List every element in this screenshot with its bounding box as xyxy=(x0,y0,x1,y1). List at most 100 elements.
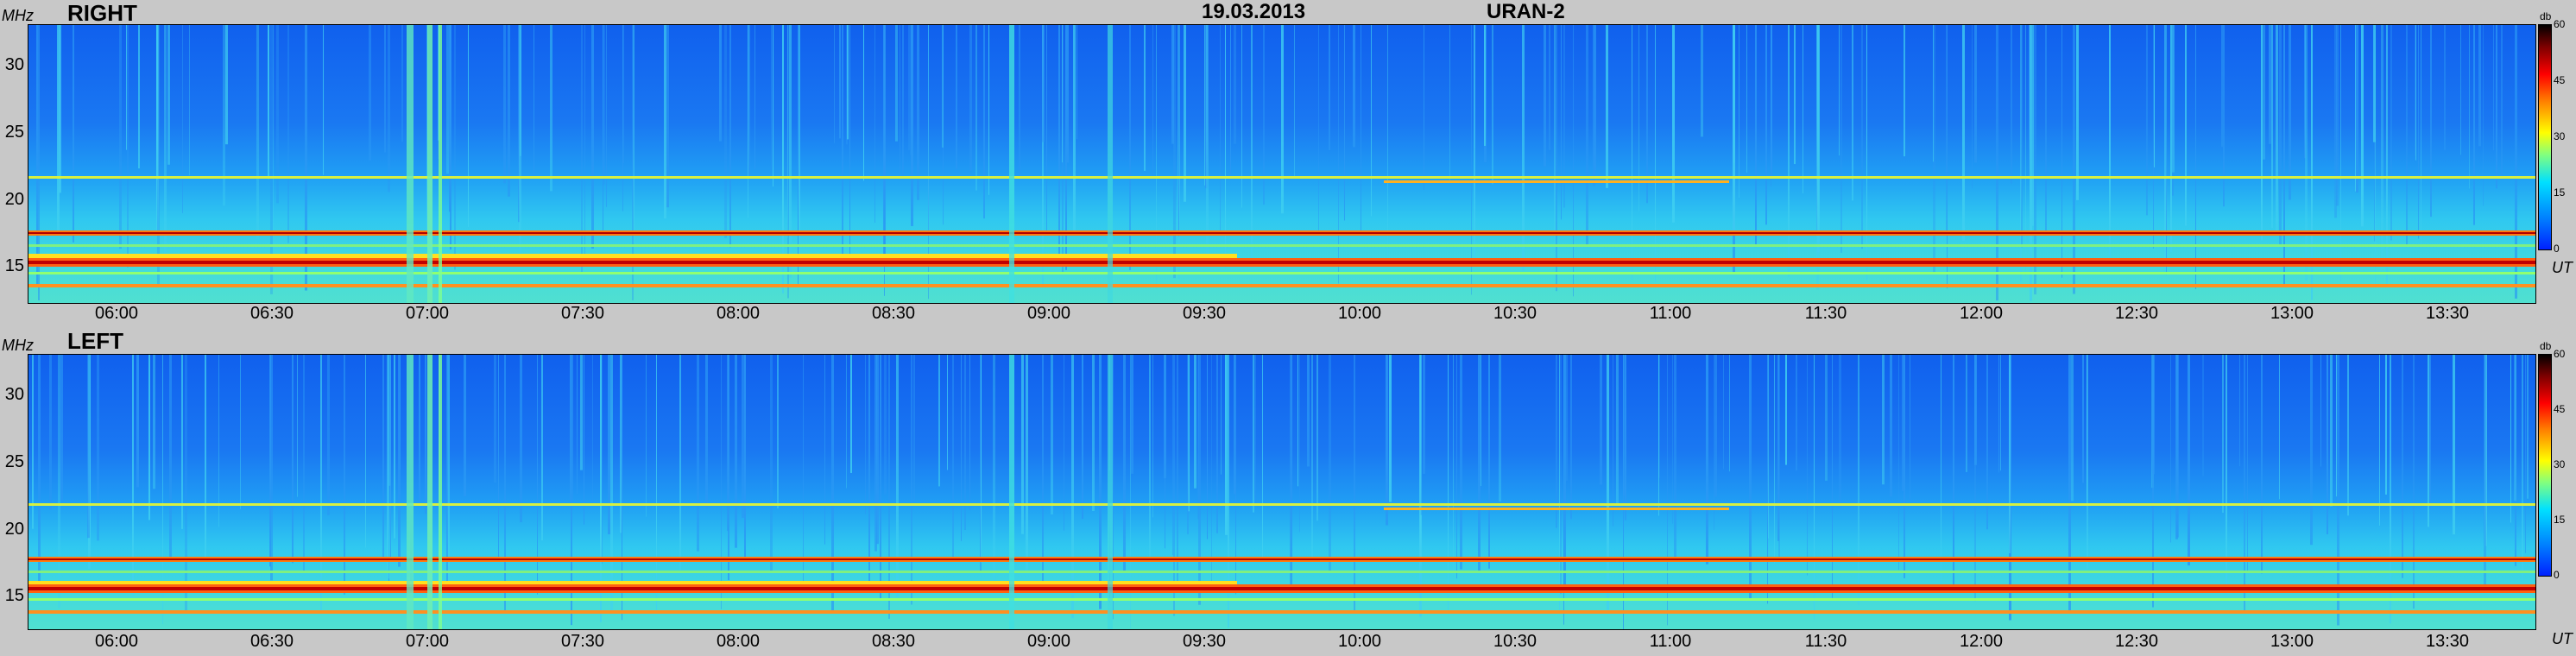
interference-streak xyxy=(1492,25,1493,185)
xtick-top-0700: 07:00 xyxy=(405,304,450,323)
interference-streak xyxy=(1131,355,1133,474)
interference-streak xyxy=(181,355,183,529)
interference-streak xyxy=(2385,355,2387,495)
interference-streak xyxy=(1852,25,1853,201)
spectrogram-left-svg xyxy=(28,355,2535,629)
interference-streak xyxy=(1832,355,1833,598)
interference-streak xyxy=(1522,25,1525,271)
xtick-bottom-1300: 13:00 xyxy=(2270,632,2314,651)
interference-streak xyxy=(842,25,843,266)
interference-streak xyxy=(2484,355,2486,589)
interference-streak xyxy=(2032,25,2034,226)
interference-streak xyxy=(2000,355,2001,471)
interference-streak xyxy=(320,355,322,612)
interference-streak xyxy=(169,355,172,562)
interference-streak xyxy=(1225,355,1228,535)
xtick-top-1300: 13:00 xyxy=(2270,304,2314,323)
interference-streak xyxy=(2311,25,2313,300)
interference-streak xyxy=(1297,355,1298,487)
interference-streak xyxy=(1389,355,1392,502)
interference-streak xyxy=(2515,25,2517,299)
interference-streak xyxy=(1099,355,1102,609)
spectrogram-left xyxy=(28,354,2536,630)
interference-streak xyxy=(1152,355,1153,518)
interference-streak xyxy=(1733,25,1735,235)
ytick-bottom-20: 20 xyxy=(4,520,24,539)
interference-streak xyxy=(1207,355,1208,539)
interference-streak xyxy=(1785,355,1787,465)
interference-streak xyxy=(2305,25,2308,281)
xtick-top-1100: 11:00 xyxy=(1649,304,1692,323)
interference-streak xyxy=(961,355,962,541)
interference-streak xyxy=(1768,355,1769,539)
xtick-bottom-0900: 09:00 xyxy=(1026,632,1071,651)
interference-streak xyxy=(884,355,887,495)
interference-streak xyxy=(287,25,289,243)
interference-streak xyxy=(59,25,61,193)
interference-streak xyxy=(943,25,944,225)
interference-streak xyxy=(2493,25,2494,151)
interference-streak xyxy=(1171,25,1174,144)
interference-streak xyxy=(2501,25,2503,175)
xtick-top-0830: 08:30 xyxy=(871,304,916,323)
interference-streak xyxy=(269,355,271,567)
interference-streak xyxy=(2413,355,2415,609)
interference-streak xyxy=(1974,355,1977,465)
interference-streak xyxy=(705,355,708,508)
interference-streak xyxy=(520,25,521,156)
interference-streak xyxy=(1549,25,1550,150)
interference-streak xyxy=(1559,355,1560,612)
interference-streak xyxy=(162,355,163,625)
interference-streak xyxy=(742,355,744,518)
interference-streak xyxy=(666,25,669,208)
interference-streak xyxy=(449,25,451,212)
interference-streak xyxy=(297,355,298,497)
interference-streak xyxy=(1448,355,1449,612)
interference-streak xyxy=(2154,25,2155,167)
interference-streak xyxy=(1113,355,1114,620)
interference-streak xyxy=(1092,355,1095,511)
interference-streak xyxy=(2334,25,2337,218)
interference-streak xyxy=(1767,355,1768,604)
xtick-bottom-1030: 10:30 xyxy=(1493,632,1537,651)
interference-streak xyxy=(344,355,345,595)
interference-streak xyxy=(1556,355,1557,528)
interference-streak xyxy=(1484,25,1486,147)
interference-streak xyxy=(1672,25,1675,223)
interference-streak xyxy=(988,25,989,195)
interference-streak xyxy=(1658,355,1659,516)
interference-streak xyxy=(464,355,466,497)
interference-streak xyxy=(917,25,919,200)
interference-streak xyxy=(1839,25,1840,156)
interference-streak xyxy=(2068,355,2071,614)
bright-intervals-left xyxy=(407,355,1113,629)
interference-streak xyxy=(622,25,624,164)
interference-streak xyxy=(138,25,140,169)
interference-streak xyxy=(1460,355,1462,570)
interference-streak xyxy=(1488,355,1490,569)
interference-streak xyxy=(679,355,681,572)
ytick-top-15: 15 xyxy=(4,256,24,275)
xtick-top-1200: 12:00 xyxy=(1959,304,2004,323)
xtick-bottom-0830: 08:30 xyxy=(871,632,916,651)
xtick-bottom-1330: 13:30 xyxy=(2425,632,2470,651)
interference-streak xyxy=(956,25,957,169)
interference-streak xyxy=(2428,355,2429,527)
colorbar-bottom xyxy=(2538,354,2552,577)
interference-streak xyxy=(1904,25,1905,157)
interference-streak xyxy=(2170,25,2172,253)
interference-streak xyxy=(446,25,449,174)
interference-streak xyxy=(993,355,995,583)
interference-streak xyxy=(87,355,90,539)
interference-streak xyxy=(911,355,912,605)
xtick-top-0800: 08:00 xyxy=(716,304,761,323)
interference-streak xyxy=(2514,355,2516,501)
interference-streak xyxy=(850,355,852,473)
xtick-bottom-0930: 09:30 xyxy=(1182,632,1227,651)
xtick-top-1230: 12:30 xyxy=(2114,304,2159,323)
interference-streak xyxy=(608,355,610,534)
interference-streak xyxy=(520,355,522,522)
interference-streak xyxy=(1253,355,1254,513)
interference-streak xyxy=(2153,25,2154,249)
interference-streak xyxy=(824,355,825,545)
